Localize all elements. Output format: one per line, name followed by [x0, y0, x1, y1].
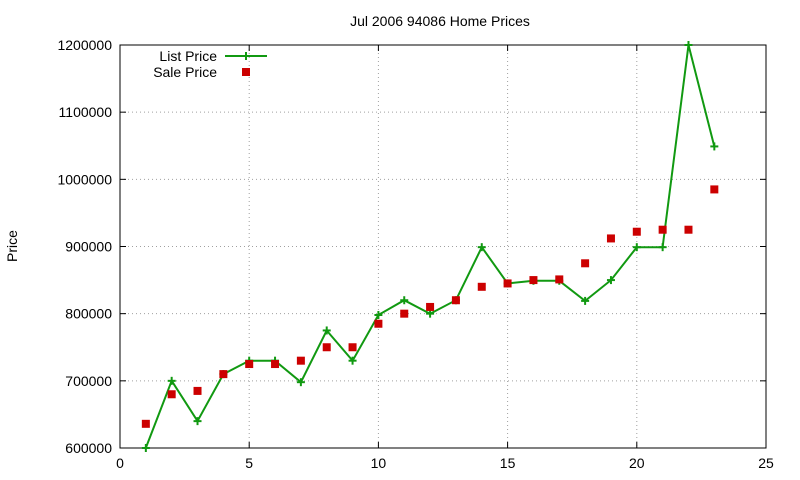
x-tick-label: 10 [371, 455, 387, 471]
sale-price-point [219, 370, 228, 379]
sale-price-point [632, 227, 641, 236]
list-price-point [348, 356, 357, 365]
legend-label-list-price: List Price [159, 48, 217, 64]
x-tick-label: 0 [116, 455, 124, 471]
list-price-point [684, 41, 693, 49]
series-layer [141, 41, 719, 452]
list-price-point [322, 326, 331, 335]
list-price-point [141, 444, 150, 452]
list-price-point [400, 296, 409, 305]
sale-price-point [296, 356, 305, 365]
list-price-point [193, 417, 202, 426]
sale-price-point [606, 234, 615, 243]
list-price-point [632, 243, 641, 252]
y-axis-label: Price [4, 230, 20, 262]
y-tick-label: 700000 [65, 373, 112, 389]
sale-price-point [426, 302, 435, 311]
sale-price-point [529, 276, 538, 285]
sale-price-point [193, 386, 202, 395]
sale-price-point [710, 185, 719, 194]
x-tick-label: 20 [629, 455, 645, 471]
list-price-line [144, 44, 716, 449]
sale-price-point [400, 309, 409, 318]
sale-price-point [322, 343, 331, 352]
chart-title: Jul 2006 94086 Home Prices [350, 13, 530, 29]
list-price-point [658, 243, 667, 252]
y-tick-label: 1200000 [57, 37, 112, 53]
sale-price-point [141, 419, 150, 428]
list-price-point [581, 296, 590, 305]
axis-ticks [119, 44, 767, 449]
list-price-point [606, 276, 615, 285]
sale-price-point [477, 282, 486, 291]
axis-tick-labels: 0 5 10 15 20 25 600000 700000 800000 900000 100000… [57, 37, 774, 471]
legend-swatch-list-price [225, 52, 267, 60]
sale-price-point [658, 225, 667, 234]
y-tick-label: 600000 [65, 440, 112, 456]
legend-plus-marker [242, 52, 250, 60]
sale-price-point [451, 296, 460, 305]
y-tick-label: 1100000 [59, 104, 113, 120]
x-tick-label: 15 [500, 455, 516, 471]
x-tick-label: 5 [245, 455, 253, 471]
list-price-point [167, 376, 176, 385]
list-price-point [710, 142, 719, 151]
legend: List Price Sale Price [153, 48, 267, 80]
sale-price-point [555, 275, 564, 284]
y-tick-label: 900000 [65, 239, 112, 255]
legend-swatch-sale-price [242, 68, 250, 76]
legend-label-sale-price: Sale Price [153, 64, 217, 80]
sale-price-point [503, 279, 512, 288]
legend-square-marker [242, 68, 250, 76]
y-tick-label: 1000000 [57, 171, 112, 187]
sale-price-point [348, 343, 357, 352]
list-price-point [426, 309, 435, 318]
sale-price-point [167, 390, 176, 399]
sale-price-point [684, 225, 693, 234]
list-price-point [296, 378, 305, 387]
y-tick-label: 800000 [65, 306, 112, 322]
x-tick-label: 25 [758, 455, 774, 471]
list-price-point [374, 311, 383, 320]
list-price-point [477, 243, 486, 252]
sale-price-point [581, 259, 590, 268]
sale-price-point [271, 360, 280, 369]
sale-price-point [245, 360, 254, 369]
sale-price-point [374, 319, 383, 328]
